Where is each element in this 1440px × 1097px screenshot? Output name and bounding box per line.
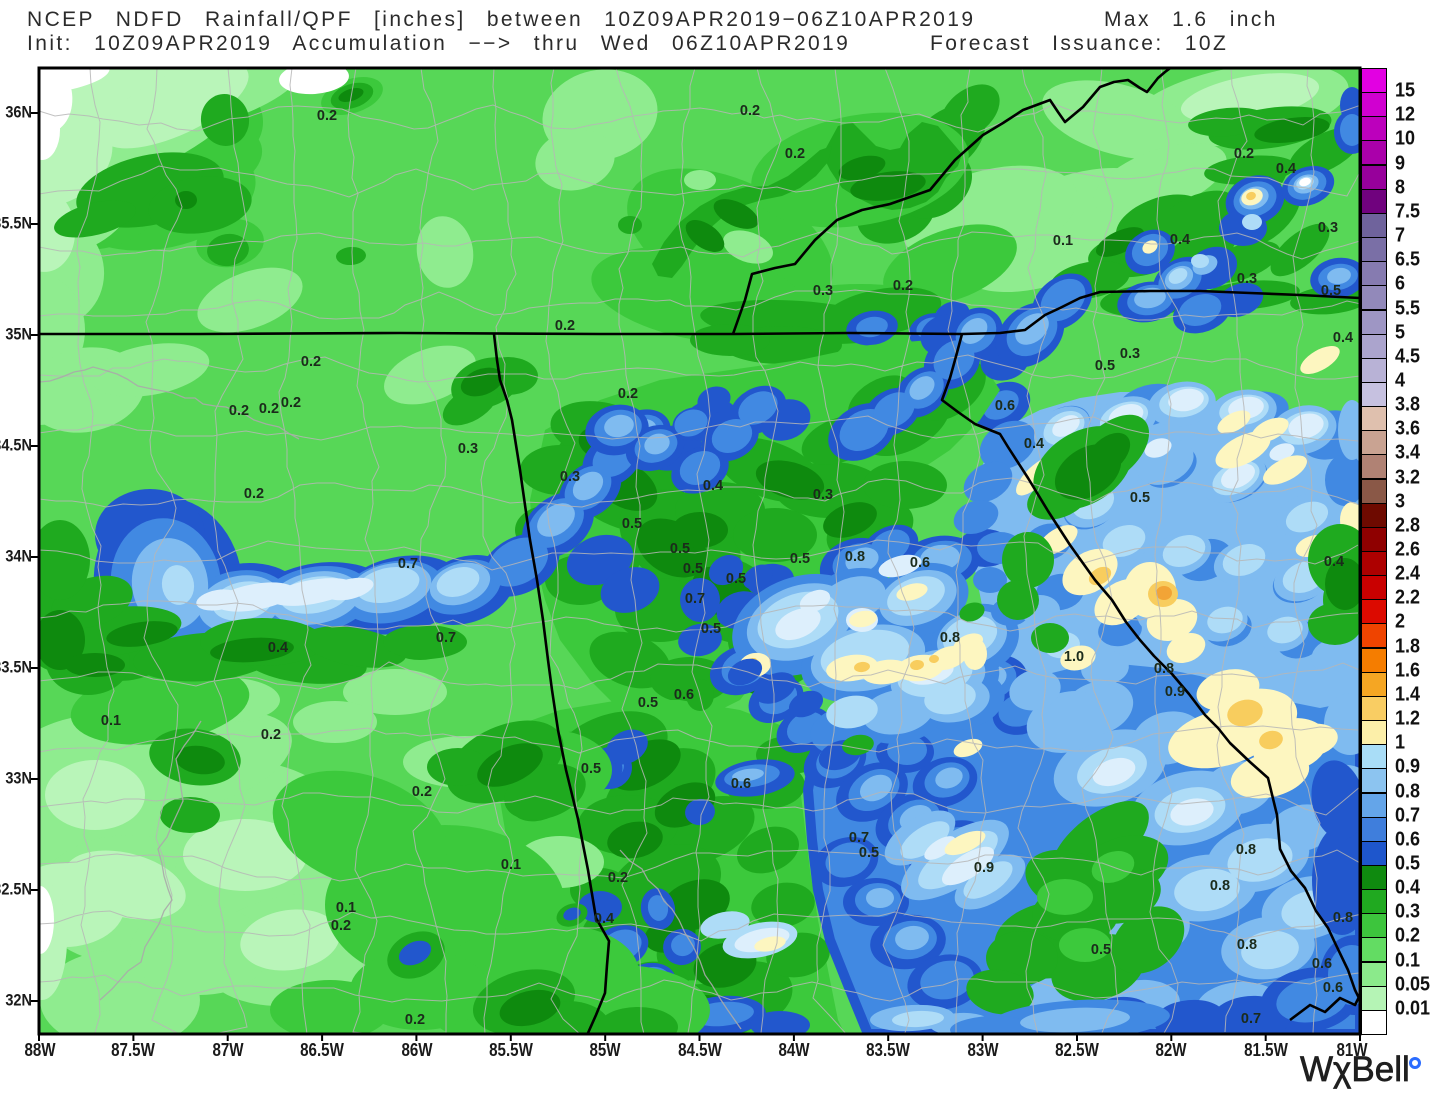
svg-text:0.4: 0.4 — [1024, 436, 1044, 452]
svg-text:0.6: 0.6 — [731, 776, 751, 792]
svg-text:0.4: 0.4 — [1324, 554, 1344, 570]
svg-text:0.2: 0.2 — [412, 784, 432, 800]
svg-text:0.8: 0.8 — [1237, 937, 1257, 953]
svg-text:0.1: 0.1 — [101, 713, 121, 729]
svg-text:0.7: 0.7 — [1241, 1011, 1261, 1027]
svg-text:0.3: 0.3 — [813, 487, 833, 503]
svg-text:0.6: 0.6 — [995, 398, 1015, 414]
svg-text:0.2: 0.2 — [893, 278, 913, 294]
svg-text:0.3: 0.3 — [1237, 271, 1257, 287]
svg-text:0.4: 0.4 — [594, 911, 614, 927]
svg-text:0.5: 0.5 — [859, 845, 879, 861]
svg-text:0.1: 0.1 — [336, 900, 356, 916]
svg-text:0.5: 0.5 — [790, 551, 810, 567]
svg-text:0.5: 0.5 — [1321, 283, 1341, 299]
svg-text:0.7: 0.7 — [685, 591, 705, 607]
svg-text:0.3: 0.3 — [560, 469, 580, 485]
svg-text:0.8: 0.8 — [1236, 842, 1256, 858]
svg-text:0.3: 0.3 — [1120, 346, 1140, 362]
svg-text:0.5: 0.5 — [581, 761, 601, 777]
svg-text:0.2: 0.2 — [785, 146, 805, 162]
svg-text:0.9: 0.9 — [1165, 684, 1185, 700]
svg-text:0.5: 0.5 — [622, 516, 642, 532]
svg-text:0.2: 0.2 — [281, 395, 301, 411]
svg-text:0.5: 0.5 — [683, 561, 703, 577]
svg-text:0.8: 0.8 — [1333, 910, 1353, 926]
svg-text:0.8: 0.8 — [1210, 878, 1230, 894]
svg-text:0.2: 0.2 — [301, 354, 321, 370]
svg-text:0.2: 0.2 — [229, 403, 249, 419]
svg-text:0.2: 0.2 — [317, 108, 337, 124]
svg-text:0.2: 0.2 — [555, 318, 575, 334]
svg-text:0.5: 0.5 — [1130, 490, 1150, 506]
svg-text:0.5: 0.5 — [726, 571, 746, 587]
svg-text:0.3: 0.3 — [813, 283, 833, 299]
svg-text:0.6: 0.6 — [1312, 956, 1332, 972]
svg-text:0.2: 0.2 — [244, 486, 264, 502]
svg-text:0.5: 0.5 — [1095, 358, 1115, 374]
svg-text:0.4: 0.4 — [1276, 161, 1296, 177]
svg-text:0.7: 0.7 — [398, 556, 418, 572]
svg-text:0.6: 0.6 — [674, 687, 694, 703]
svg-text:0.2: 0.2 — [608, 870, 628, 886]
svg-text:0.2: 0.2 — [1234, 146, 1254, 162]
svg-text:1.0: 1.0 — [1064, 649, 1084, 665]
svg-text:0.2: 0.2 — [331, 918, 351, 934]
svg-text:0.5: 0.5 — [1091, 942, 1111, 958]
svg-text:0.5: 0.5 — [701, 621, 721, 637]
svg-text:0.8: 0.8 — [1154, 661, 1174, 677]
svg-text:0.6: 0.6 — [910, 555, 930, 571]
svg-text:0.2: 0.2 — [618, 386, 638, 402]
svg-text:0.4: 0.4 — [1333, 330, 1353, 346]
svg-text:0.4: 0.4 — [1170, 232, 1190, 248]
svg-text:0.2: 0.2 — [261, 727, 281, 743]
svg-text:0.4: 0.4 — [703, 478, 723, 494]
svg-text:0.8: 0.8 — [845, 549, 865, 565]
svg-text:0.2: 0.2 — [405, 1012, 425, 1028]
svg-text:0.1: 0.1 — [501, 857, 521, 873]
svg-text:0.2: 0.2 — [740, 103, 760, 119]
svg-text:0.4: 0.4 — [268, 640, 288, 656]
svg-text:0.5: 0.5 — [670, 541, 690, 557]
svg-text:0.5: 0.5 — [638, 695, 658, 711]
svg-text:0.3: 0.3 — [1318, 220, 1338, 236]
svg-text:0.9: 0.9 — [974, 860, 994, 876]
svg-text:0.2: 0.2 — [259, 401, 279, 417]
svg-text:0.1: 0.1 — [1053, 233, 1073, 249]
svg-text:0.7: 0.7 — [436, 630, 456, 646]
svg-text:0.8: 0.8 — [940, 630, 960, 646]
svg-text:0.6: 0.6 — [1323, 980, 1343, 996]
svg-text:0.7: 0.7 — [849, 830, 869, 846]
svg-text:0.3: 0.3 — [458, 441, 478, 457]
